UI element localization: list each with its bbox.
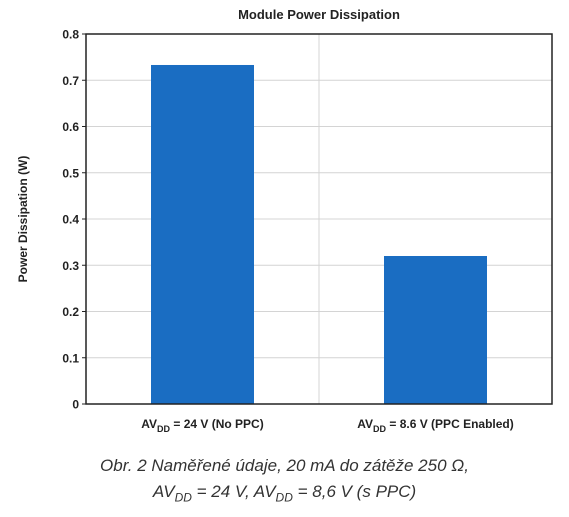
bar-chart: Module Power Dissipation 0 0.1 0.2 0.3 0.4 0.… bbox=[16, 7, 553, 434]
y-tick-label: 0 bbox=[72, 398, 79, 412]
x-axis-labels: AVDD = 24 V (No PPC) AVDD = 8.6 V (PPC En… bbox=[141, 417, 513, 434]
bar-2 bbox=[384, 256, 487, 404]
y-tick-label: 0.6 bbox=[62, 120, 79, 134]
y-tick-label: 0.7 bbox=[62, 74, 79, 88]
x-category-label: AVDD = 24 V (No PPC) bbox=[141, 417, 263, 434]
y-tick-label: 0.8 bbox=[62, 28, 79, 42]
x-category-label: AVDD = 8.6 V (PPC Enabled) bbox=[357, 417, 514, 434]
bar-1 bbox=[151, 64, 254, 405]
y-tick-label: 0.4 bbox=[62, 213, 79, 227]
chart-title: Module Power Dissipation bbox=[238, 7, 400, 22]
x-label-main: AV bbox=[357, 417, 373, 431]
y-axis-ticks: 0 0.1 0.2 0.3 0.4 0.5 0.6 0.7 0.8 bbox=[62, 28, 86, 412]
x-label-main: AV bbox=[141, 417, 157, 431]
y-tick-label: 0.2 bbox=[62, 305, 79, 319]
bars bbox=[151, 64, 487, 405]
x-label-rest: = 24 V (No PPC) bbox=[170, 417, 264, 431]
y-tick-label: 0.1 bbox=[62, 351, 79, 365]
figure-caption-line1: Obr. 2 Naměřené údaje, 20 mA do zátěže 2… bbox=[100, 456, 469, 475]
y-tick-label: 0.5 bbox=[62, 166, 79, 180]
figure-caption-line2: AVDD = 24 V, AVDD = 8,6 V (s PPC) bbox=[152, 482, 417, 505]
x-label-subscript: DD bbox=[157, 424, 170, 434]
x-label-rest: = 8.6 V (PPC Enabled) bbox=[386, 417, 514, 431]
x-label-subscript: DD bbox=[373, 424, 386, 434]
y-tick-label: 0.3 bbox=[62, 259, 79, 273]
y-axis-label: Power Dissipation (W) bbox=[16, 156, 30, 283]
